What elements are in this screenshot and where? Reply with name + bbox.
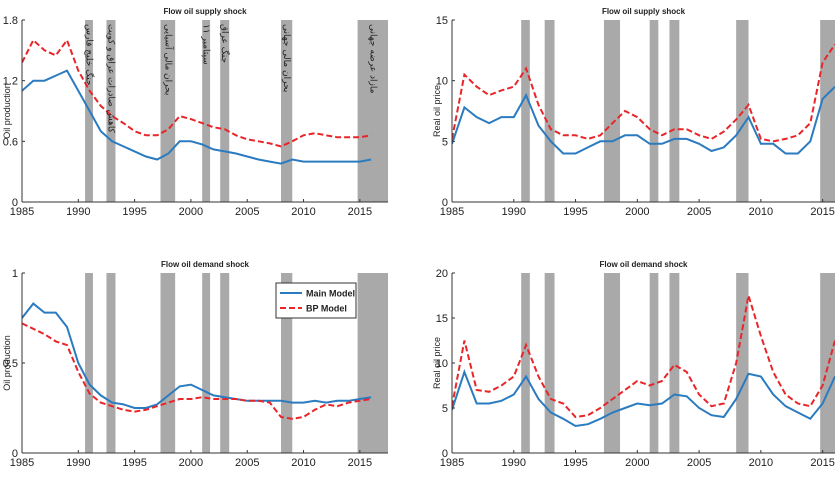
panel: جنگ خلیج فارس کاهش صادرات عراق و کویت بحرا… bbox=[2, 7, 388, 218]
x-tick-label: 1995 bbox=[122, 206, 146, 218]
panel: 00.511985199019952000200520102015Flow oi… bbox=[2, 260, 388, 469]
x-tick-label: 2005 bbox=[687, 206, 711, 218]
chart-title: Flow oil supply shock bbox=[602, 7, 686, 16]
x-tick-label: 1985 bbox=[10, 457, 34, 469]
shaded-period bbox=[604, 20, 620, 202]
y-tick-label: 5 bbox=[442, 403, 448, 415]
period-annotation: بحران مالی آسیایی bbox=[162, 24, 174, 95]
x-tick-label: 1990 bbox=[66, 206, 90, 218]
y-axis-label: Oil production bbox=[2, 335, 12, 391]
x-tick-label: 2015 bbox=[810, 206, 834, 218]
x-tick-label: 1990 bbox=[502, 457, 526, 469]
x-tick-label: 2005 bbox=[687, 457, 711, 469]
y-tick-label: 5 bbox=[442, 136, 448, 148]
y-tick-label: 1.8 bbox=[3, 15, 18, 27]
x-tick-label: 1990 bbox=[502, 206, 526, 218]
legend-label: Main Model bbox=[306, 289, 355, 299]
x-tick-label: 2005 bbox=[235, 206, 259, 218]
y-axis-label: Oil production bbox=[2, 83, 12, 139]
chart-title: Flow oil demand shock bbox=[599, 260, 688, 269]
shaded-period bbox=[202, 273, 210, 453]
plot-area bbox=[452, 20, 839, 202]
x-tick-label: 2015 bbox=[348, 206, 372, 218]
y-tick-label: 1 bbox=[12, 268, 18, 280]
x-tick-label: 1995 bbox=[122, 457, 146, 469]
period-annotation: جنگ خلیج فارس bbox=[84, 24, 96, 86]
y-tick-label: 15 bbox=[436, 313, 448, 325]
shaded-period bbox=[650, 20, 659, 202]
figure: جنگ خلیج فارس کاهش صادرات عراق و کویت بحرا… bbox=[0, 0, 839, 478]
y-tick-label: 20 bbox=[436, 268, 448, 280]
period-annotation: کاهش صادرات عراق و کویت bbox=[105, 24, 115, 134]
chart-title: Flow oil supply shock bbox=[163, 7, 247, 16]
shaded-period bbox=[161, 273, 176, 453]
series-line bbox=[452, 87, 835, 154]
x-tick-label: 2010 bbox=[749, 206, 773, 218]
shaded-period bbox=[220, 273, 229, 453]
shaded-period bbox=[545, 273, 555, 453]
series-line bbox=[22, 304, 371, 408]
y-axis-label: Real oil price bbox=[432, 85, 442, 137]
x-tick-label: 1995 bbox=[563, 206, 587, 218]
x-tick-label: 2015 bbox=[810, 457, 834, 469]
period-annotation: بحران مالی جهانی bbox=[281, 24, 291, 92]
series-line bbox=[452, 44, 835, 141]
shaded-period bbox=[545, 20, 555, 202]
x-tick-label: 1985 bbox=[440, 457, 464, 469]
shaded-period bbox=[85, 273, 93, 453]
series-line bbox=[22, 71, 371, 164]
x-tick-label: 2000 bbox=[179, 206, 203, 218]
x-tick-label: 2000 bbox=[179, 457, 203, 469]
x-tick-label: 1985 bbox=[10, 206, 34, 218]
plot-area bbox=[452, 273, 839, 453]
x-tick-label: 2005 bbox=[235, 457, 259, 469]
x-tick-label: 2000 bbox=[625, 206, 649, 218]
shaded-period bbox=[650, 273, 659, 453]
legend: Main Model BP Model bbox=[276, 283, 356, 318]
x-tick-label: 2000 bbox=[625, 457, 649, 469]
shaded-period bbox=[820, 20, 839, 202]
shaded-period bbox=[604, 273, 620, 453]
x-tick-label: 2010 bbox=[291, 457, 315, 469]
chart-title: Flow oil demand shock bbox=[161, 260, 250, 269]
period-annotation: جنگ عراق bbox=[219, 24, 231, 63]
x-tick-label: 1995 bbox=[563, 457, 587, 469]
series-line bbox=[22, 40, 371, 146]
shaded-period bbox=[669, 273, 679, 453]
shaded-period bbox=[521, 20, 530, 202]
series-line bbox=[22, 323, 371, 418]
x-tick-label: 1985 bbox=[440, 206, 464, 218]
x-tick-label: 1990 bbox=[66, 457, 90, 469]
shaded-period bbox=[669, 20, 679, 202]
x-tick-label: 2010 bbox=[749, 457, 773, 469]
x-tick-label: 2010 bbox=[291, 206, 315, 218]
period-annotation: ۱۱ سپتامبر bbox=[201, 24, 211, 65]
shaded-period bbox=[358, 273, 388, 453]
legend-label: BP Model bbox=[306, 304, 347, 314]
period-annotation: مازاد عرضه جهانی bbox=[367, 24, 377, 94]
y-tick-label: 15 bbox=[436, 15, 448, 27]
shaded-period bbox=[106, 273, 115, 453]
x-tick-label: 2015 bbox=[348, 457, 372, 469]
shaded-period bbox=[736, 273, 748, 453]
y-axis-label: Real oil price bbox=[432, 337, 442, 389]
shaded-period bbox=[521, 273, 530, 453]
